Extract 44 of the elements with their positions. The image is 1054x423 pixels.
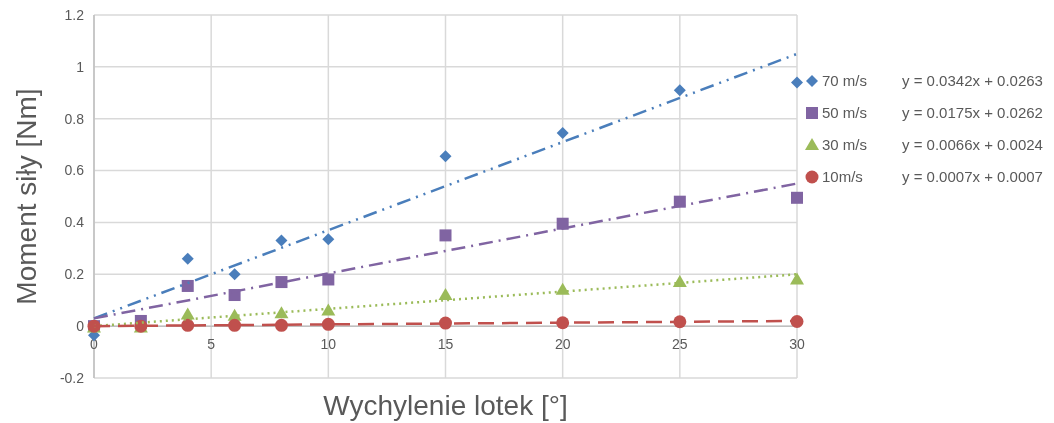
text: y = 0.0175x + 0.0262: [902, 104, 1043, 122]
point: [275, 234, 288, 247]
x-tick-label: 20: [554, 336, 571, 353]
point: [791, 191, 803, 204]
point: [321, 303, 336, 316]
point: [439, 150, 452, 163]
point: [181, 279, 194, 292]
text: y = 0.0066x + 0.0024: [902, 136, 1043, 154]
y-tick-label: 0.4: [64, 214, 85, 231]
point: [275, 276, 288, 289]
point: [438, 288, 453, 301]
point: [672, 275, 687, 288]
point: [181, 252, 194, 265]
legend-label: 50 m/s: [822, 104, 868, 122]
point: [274, 318, 288, 332]
y-tick-label: 0.8: [64, 110, 85, 127]
y-tick-label: -0.2: [59, 369, 85, 386]
legend-label: 70 m/s: [822, 72, 868, 90]
legend-label: 30 m/s: [822, 136, 868, 154]
point: [228, 268, 241, 281]
x-axis-title: Wychylenie lotek [°]: [323, 390, 568, 421]
y-tick-label: 1.2: [64, 6, 85, 23]
point: [791, 76, 803, 89]
y-axis-title: Moment siły [Nm]: [11, 88, 42, 305]
legend-label: 10m/s: [822, 168, 863, 186]
text: y = 0.0342x + 0.0263: [902, 72, 1043, 90]
point: [439, 229, 452, 242]
point: [555, 282, 570, 295]
x-tick-label: 25: [672, 336, 688, 353]
x-tick-label: 30: [789, 336, 805, 353]
y-tick-label: 0.2: [64, 266, 85, 283]
point: [790, 272, 804, 285]
y-tick-label: 0: [76, 318, 85, 335]
x-tick-label: 10: [320, 336, 337, 353]
point: [556, 126, 569, 139]
point: [322, 273, 335, 286]
point: [322, 233, 335, 246]
point: [228, 318, 242, 332]
y-tick-label: 0.6: [64, 162, 85, 179]
y-tick-label: 1: [76, 58, 85, 75]
x-tick-label: 15: [437, 336, 454, 353]
text: y = 0.0007x + 0.0007: [902, 168, 1043, 186]
point: [673, 84, 686, 97]
x-tick-label: 5: [207, 336, 216, 353]
